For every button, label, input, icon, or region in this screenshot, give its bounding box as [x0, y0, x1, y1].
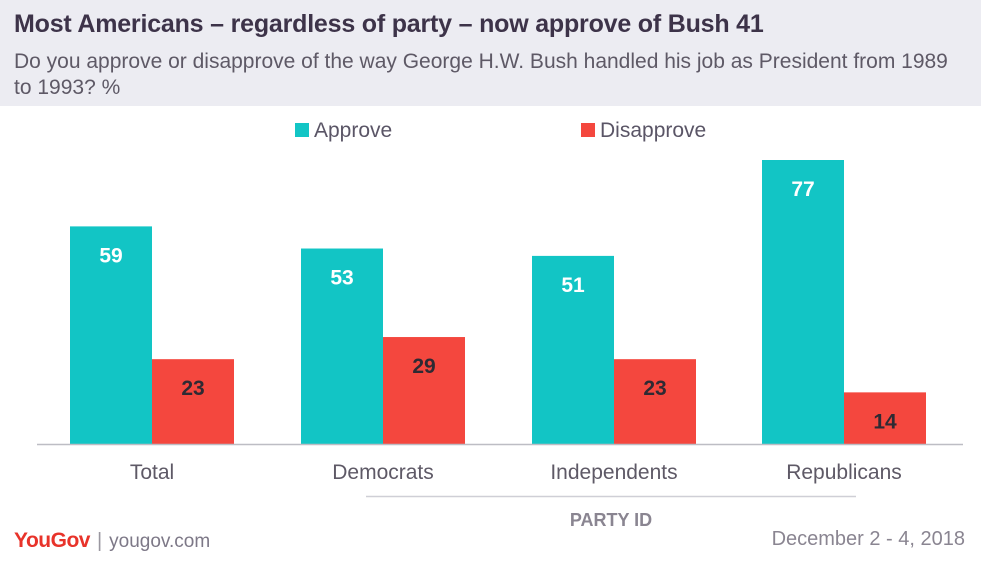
value-label-disapprove-independents: 23	[643, 377, 666, 400]
bar-disapprove-democrats	[383, 337, 465, 444]
legend-label-approve: Approve	[314, 119, 392, 142]
header-band: Most Americans – regardless of party – n…	[0, 0, 981, 106]
bar-approve-independents	[532, 255, 614, 444]
footer-site[interactable]: yougov.com	[109, 531, 211, 552]
bar-disapprove-independents	[614, 359, 696, 444]
legend-swatch-disapprove	[581, 123, 595, 137]
bar-approve-total	[70, 226, 152, 444]
footer-separator: |	[96, 530, 103, 552]
value-label-approve-republicans: 77	[791, 178, 814, 201]
value-label-disapprove-republicans: 14	[873, 410, 897, 433]
legend-swatch-approve	[295, 123, 309, 137]
value-label-disapprove-democrats: 29	[412, 355, 435, 378]
chart-subtitle: Do you approve or disapprove of the way …	[14, 50, 948, 99]
value-label-disapprove-total: 23	[181, 377, 204, 400]
chart-title: Most Americans – regardless of party – n…	[14, 10, 764, 38]
value-label-approve-democrats: 53	[330, 267, 353, 290]
yougov-logo: YouGov	[14, 529, 90, 552]
bar-disapprove-total	[152, 359, 234, 444]
party-id-label: PARTY ID	[570, 510, 652, 526]
bar-disapprove-republicans	[844, 392, 926, 444]
value-label-approve-independents: 51	[561, 274, 585, 297]
footer-brand: YouGov | yougov.com	[14, 529, 210, 553]
bar-chart: Approve Disapprove 59 53 51 77 23 29 23 14 Total De…	[37, 119, 963, 526]
legend-label-disapprove: Disapprove	[600, 119, 706, 142]
category-label-democrats: Democrats	[332, 461, 434, 484]
value-label-approve-total: 59	[99, 244, 122, 267]
bar-approve-republicans	[762, 160, 844, 444]
category-label-independents: Independents	[550, 461, 677, 484]
footer-date: December 2 - 4, 2018	[771, 528, 965, 550]
category-label-republicans: Republicans	[786, 461, 902, 484]
bar-approve-democrats	[301, 248, 383, 444]
category-label-total: Total	[130, 461, 174, 484]
